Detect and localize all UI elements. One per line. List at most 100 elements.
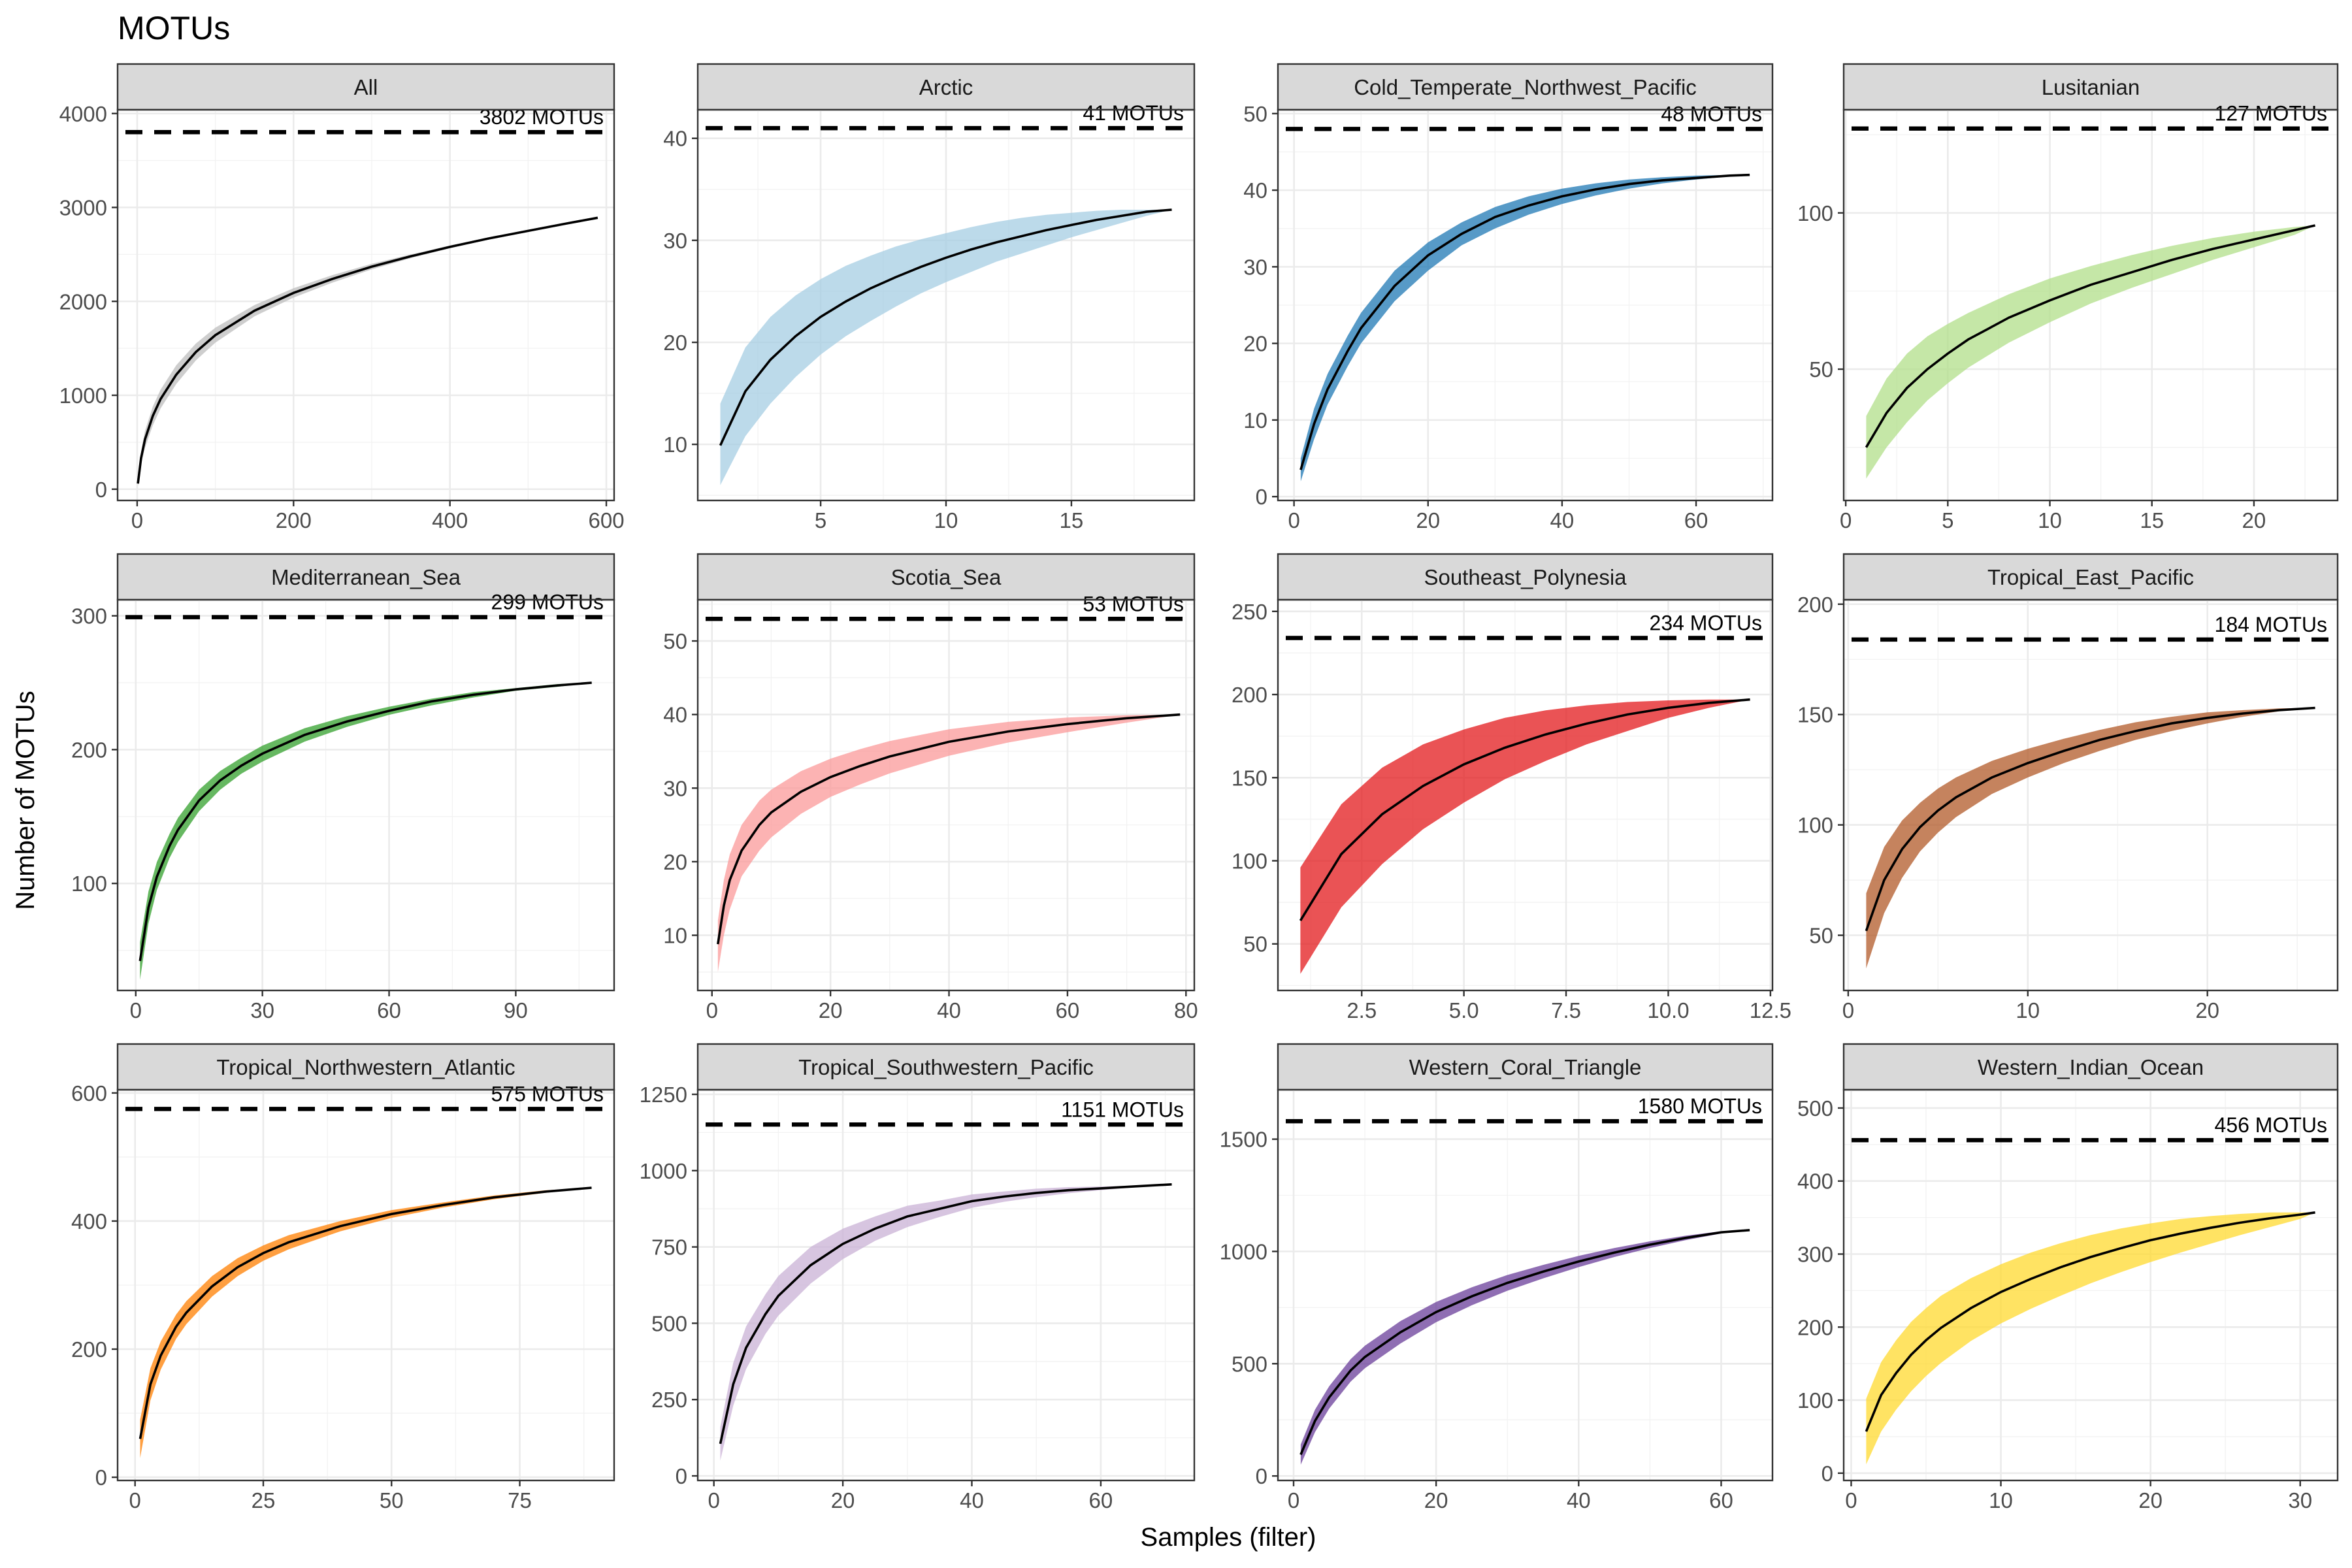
y-tick-label: 40 xyxy=(663,127,687,151)
y-tick-label: 300 xyxy=(1797,1242,1833,1266)
x-tick-label: 0 xyxy=(1288,1488,1299,1512)
facet-strip-label: Western_Indian_Ocean xyxy=(1978,1055,2204,1079)
x-tick-label: 40 xyxy=(1550,508,1575,532)
total-motus-label: 127 MOTUs xyxy=(2215,102,2327,125)
y-tick-label: 500 xyxy=(1797,1096,1833,1120)
facet-strip-label: Tropical_Northwestern_Atlantic xyxy=(216,1055,515,1079)
y-tick-label: 750 xyxy=(651,1235,687,1260)
x-tick-label: 0 xyxy=(129,1488,141,1512)
total-motus-label: 41 MOTUs xyxy=(1083,101,1184,125)
panel-border xyxy=(116,1088,615,1482)
panel-lusitanian: Lusitanian 127 MOTUs 0 5 10 15 20 50 100 xyxy=(1797,63,2339,532)
x-tick-label: 20 xyxy=(831,1488,855,1512)
x-tick-label: 15 xyxy=(1060,508,1084,532)
y-tick-label: 100 xyxy=(71,872,107,896)
x-axis-title: Samples (filter) xyxy=(1141,1523,1316,1552)
facet-strip-label: Western_Coral_Triangle xyxy=(1409,1055,1642,1079)
x-tick-label: 40 xyxy=(960,1488,984,1512)
rarefaction-band xyxy=(717,714,1181,972)
rarefaction-band xyxy=(138,218,598,487)
x-tick-label: 10 xyxy=(1989,1488,2013,1512)
facet-strip xyxy=(116,1043,615,1091)
x-tick-label: 0 xyxy=(131,508,143,532)
y-tick-label: 0 xyxy=(1256,485,1267,509)
panel-southeast-polynesia: Southeast_Polynesia 234 MOTUs 2.5 5.0 7.5 10.… xyxy=(1232,553,1791,1022)
y-tick-label: 400 xyxy=(1797,1169,1833,1194)
facet-strip-label: Arctic xyxy=(919,75,973,99)
x-tick-label: 60 xyxy=(1684,508,1708,532)
panel-border xyxy=(696,1088,1196,1482)
y-tick-label: 100 xyxy=(1797,201,1833,225)
rarefaction-band xyxy=(1300,174,1750,482)
y-tick-label: 50 xyxy=(1809,357,1833,382)
facet-strip xyxy=(1277,553,1774,601)
y-tick-label: 0 xyxy=(1256,1464,1267,1488)
y-tick-label: 10 xyxy=(663,924,687,948)
y-tick-label: 200 xyxy=(1232,683,1267,707)
total-motus-label: 1580 MOTUs xyxy=(1638,1094,1762,1118)
panel-border xyxy=(116,598,615,992)
x-tick-label: 7.5 xyxy=(1551,998,1581,1022)
y-tick-label: 1250 xyxy=(640,1083,687,1107)
total-motus-label: 575 MOTUs xyxy=(491,1082,604,1105)
rarefaction-curve xyxy=(1299,1229,1750,1456)
facet-strip xyxy=(696,63,1196,111)
y-tick-label: 0 xyxy=(95,1465,107,1490)
total-motus-label: 299 MOTUs xyxy=(491,591,604,614)
rarefaction-curve xyxy=(137,216,598,484)
y-tick-label: 20 xyxy=(663,331,687,355)
facet-strip xyxy=(1842,1043,2339,1091)
x-tick-label: 60 xyxy=(1709,1488,1733,1512)
panel-border xyxy=(1277,108,1774,502)
rarefaction-band xyxy=(140,683,592,980)
panel-all: All 3802 MOTUs 0 200 400 600 0 1000 2000 3000 4000 xyxy=(59,63,625,532)
y-tick-label: 250 xyxy=(651,1388,687,1412)
facet-strip-label: Scotia_Sea xyxy=(891,565,1002,589)
y-tick-label: 100 xyxy=(1797,1388,1833,1413)
y-tick-label: 200 xyxy=(1797,1315,1833,1339)
y-tick-label: 1000 xyxy=(59,384,107,408)
rarefaction-curve xyxy=(719,208,1172,446)
y-tick-label: 3000 xyxy=(59,196,107,220)
y-tick-label: 30 xyxy=(663,229,687,253)
rarefaction-band xyxy=(140,1188,592,1458)
rarefaction-band xyxy=(1866,1212,2315,1465)
x-tick-label: 0 xyxy=(708,1488,719,1512)
rarefaction-curve xyxy=(1299,698,1750,922)
y-axis-title: Number of MOTUs xyxy=(11,691,40,910)
y-tick-label: 200 xyxy=(71,1337,107,1362)
panel-border xyxy=(1842,598,2339,992)
panel-border xyxy=(1842,108,2339,502)
y-tick-label: 150 xyxy=(1232,766,1267,790)
y-tick-label: 0 xyxy=(1821,1462,1833,1486)
panel-scotia-sea: Scotia_Sea 53 MOTUs 0 20 40 60 80 10 20 30 40 50 xyxy=(663,553,1198,1022)
y-tick-label: 600 xyxy=(71,1081,107,1105)
x-tick-label: 50 xyxy=(380,1488,404,1512)
x-tick-label: 2.5 xyxy=(1347,998,1377,1022)
facet-strip-label: Tropical_Southwestern_Pacific xyxy=(798,1055,1094,1079)
total-motus-label: 184 MOTUs xyxy=(2215,613,2327,636)
x-tick-label: 80 xyxy=(1174,998,1198,1022)
panel-tropical-southwestern-pacific: Tropical_Southwestern_Pacific 1151 MOTUs 0… xyxy=(640,1043,1196,1512)
panel-border xyxy=(696,598,1196,992)
rarefaction-curve xyxy=(139,1186,592,1439)
total-motus-label: 3802 MOTUs xyxy=(480,105,604,129)
y-tick-label: 100 xyxy=(1797,813,1833,838)
facet-strip-label: Southeast_Polynesia xyxy=(1424,565,1627,589)
x-tick-label: 10 xyxy=(2016,998,2040,1022)
facet-strip-label: Lusitanian xyxy=(2042,75,2140,99)
panel-tropical-northwestern-atlantic: Tropical_Northwestern_Atlantic 575 MOTUs 0… xyxy=(71,1043,615,1512)
x-tick-label: 30 xyxy=(250,998,274,1022)
facet-strip xyxy=(116,553,615,601)
y-tick-label: 2000 xyxy=(59,289,107,314)
y-tick-label: 0 xyxy=(95,478,107,502)
y-tick-label: 300 xyxy=(71,604,107,629)
facet-strip xyxy=(696,553,1196,601)
y-tick-label: 100 xyxy=(1232,849,1267,874)
facet-strip xyxy=(1277,1043,1774,1091)
x-tick-label: 400 xyxy=(432,508,468,532)
y-tick-label: 50 xyxy=(1243,102,1267,126)
rarefaction-band xyxy=(1866,708,2315,969)
